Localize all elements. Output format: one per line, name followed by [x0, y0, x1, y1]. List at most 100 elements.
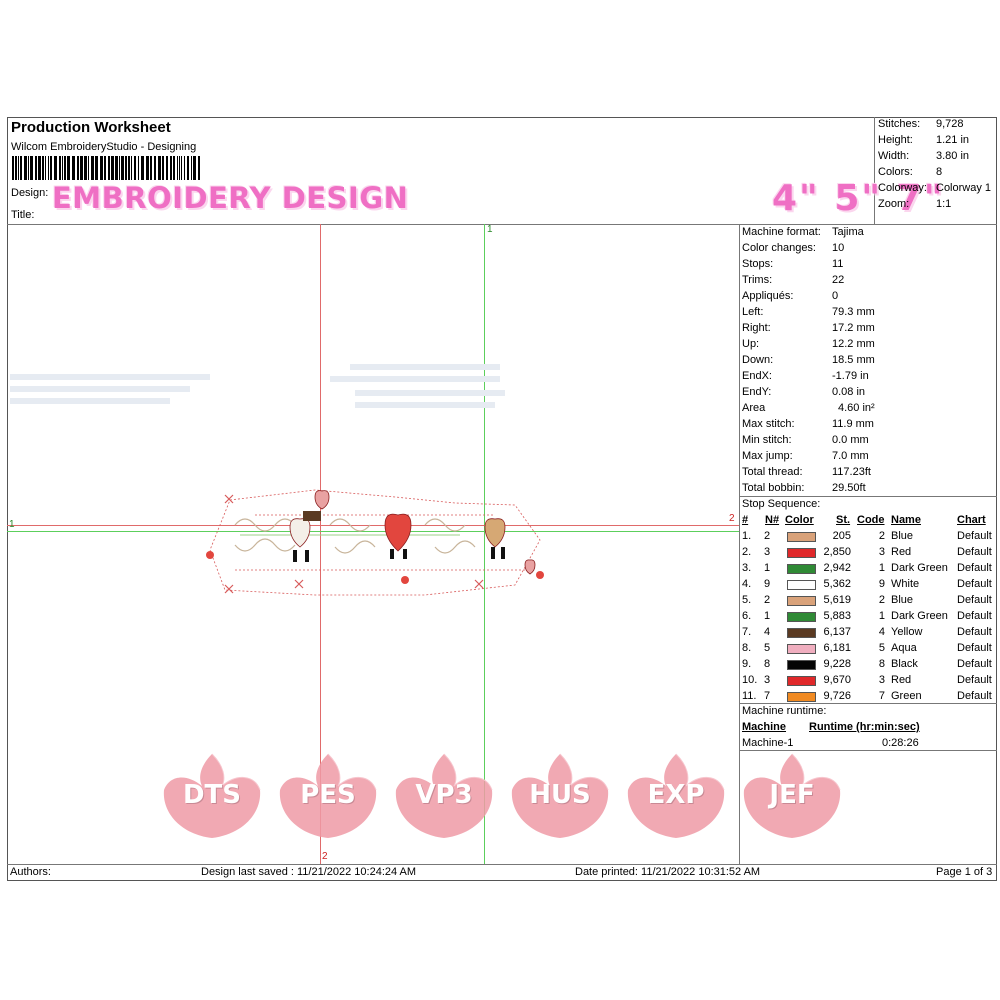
stop-color-name: White: [891, 578, 920, 590]
stop-needle: 3: [764, 674, 771, 686]
stop-code: 8: [878, 658, 885, 670]
stop-color-name: Aqua: [891, 642, 917, 654]
color-swatch: [787, 596, 816, 606]
page-title: Production Worksheet: [11, 119, 171, 136]
footer-authors: Authors:: [10, 866, 51, 878]
stop-color-name: Dark Green: [891, 610, 948, 622]
stop-color-name: Dark Green: [891, 562, 948, 574]
stop-stitch: 2,942: [823, 562, 851, 574]
stat-key: Total thread:: [742, 466, 803, 478]
hoop-sizes-overlay: 4" 5" 7": [772, 178, 945, 219]
stop-stitch: 9,670: [823, 674, 851, 686]
stats-bottom-divider: [739, 496, 997, 497]
guide-label-v2: 2: [322, 851, 328, 862]
stop-chart: Default: [957, 690, 992, 702]
runtime-value: 0:28:26: [882, 737, 919, 749]
stop-needle: 2: [764, 530, 771, 542]
footer-saved: Design last saved : 11/21/2022 10:24:24 …: [201, 866, 417, 878]
machine-header: Machine: [742, 721, 787, 733]
stop-color-name: Blue: [891, 530, 914, 542]
stop-code: 1: [878, 562, 885, 574]
stop-needle: 7: [764, 690, 771, 702]
format-label: DTS: [182, 780, 242, 810]
stat-value: 79.3 mm: [832, 306, 875, 318]
stat-value: 18.5 mm: [832, 354, 875, 366]
stop-chart: Default: [957, 642, 992, 654]
stat-key: Appliqués:: [742, 290, 794, 302]
col-chart-header: Chart: [957, 514, 986, 526]
machine-name: Machine-1: [742, 737, 794, 749]
stop-needle: 3: [764, 546, 771, 558]
stop-chart: Default: [957, 610, 992, 622]
stop-color-name: Green: [891, 690, 922, 702]
stop-code: 7: [878, 690, 885, 702]
stat-value: 29.50ft: [832, 482, 866, 494]
col-color-header: Color: [785, 514, 814, 526]
embroidery-preview: [195, 485, 555, 600]
stat-value: 117.23ft: [832, 466, 871, 478]
summary-key: Width:: [878, 150, 910, 162]
stop-chart: Default: [957, 674, 992, 686]
color-swatch: [787, 532, 816, 542]
col-code-header: Code: [857, 514, 885, 526]
stat-value: 0.0 mm: [832, 434, 869, 446]
stat-key: Machine format:: [742, 226, 821, 238]
stop-code: 2: [878, 530, 885, 542]
stat-value: -1.79 in: [832, 370, 869, 382]
stop-code: 4: [878, 626, 885, 638]
stat-key: Min stitch:: [742, 434, 792, 446]
stop-num: 5.: [742, 594, 752, 606]
summary-key: Zoom:: [878, 198, 910, 210]
summary-value: 8: [936, 166, 943, 178]
guide-label-h1: 1: [9, 519, 15, 530]
col-st-header: St.: [836, 514, 851, 526]
color-swatch: [787, 628, 816, 638]
runtime-bottom-divider: [739, 750, 997, 751]
stat-key: Max jump:: [742, 450, 793, 462]
stop-code: 9: [878, 578, 885, 590]
stat-value: 22: [832, 274, 845, 286]
stop-code: 5: [878, 642, 885, 654]
stop-stitch: 6,181: [823, 642, 851, 654]
stat-key: EndY:: [742, 386, 772, 398]
stop-stitch: 5,619: [823, 594, 851, 606]
stop-chart: Default: [957, 530, 992, 542]
stop-color-name: Black: [891, 658, 918, 670]
format-badge-hus: HUS: [510, 752, 610, 842]
color-swatch: [787, 612, 816, 622]
stop-code: 3: [878, 674, 885, 686]
stop-color-name: Red: [891, 674, 912, 686]
format-label: EXP: [647, 780, 705, 810]
stat-key: Total bobbin:: [742, 482, 805, 494]
stop-needle: 9: [764, 578, 771, 590]
stat-value: Tajima: [832, 226, 864, 238]
format-label: HUS: [529, 780, 591, 810]
col-n-header: N#: [765, 514, 780, 526]
format-badge-jef: JEF: [742, 752, 842, 842]
stat-value: 4.60 in²: [838, 402, 875, 414]
stop-code: 3: [878, 546, 885, 558]
stop-color-name: Yellow: [891, 626, 923, 638]
stop-bottom-divider: [739, 703, 997, 704]
header-divider: [7, 224, 997, 225]
software-name: Wilcom EmbroideryStudio - Designing: [11, 141, 197, 153]
guide-horizontal-green: [7, 531, 739, 532]
stop-chart: Default: [957, 578, 992, 590]
format-badge-exp: EXP: [626, 752, 726, 842]
stat-value: 17.2 mm: [832, 322, 875, 334]
stop-needle: 1: [764, 610, 771, 622]
stop-stitch: 205: [832, 530, 851, 542]
stop-needle: 8: [764, 658, 771, 670]
stop-chart: Default: [957, 626, 992, 638]
summary-value: 1.21 in: [936, 134, 970, 146]
stop-num: 8.: [742, 642, 752, 654]
color-swatch: [787, 676, 816, 686]
summary-value: 9,728: [936, 118, 964, 130]
stop-stitch: 5,883: [823, 610, 851, 622]
color-swatch: [787, 548, 816, 558]
stop-code: 2: [878, 594, 885, 606]
stat-key: EndX:: [742, 370, 772, 382]
stop-needle: 2: [764, 594, 771, 606]
col-num-header: #: [742, 514, 749, 526]
stop-chart: Default: [957, 658, 992, 670]
